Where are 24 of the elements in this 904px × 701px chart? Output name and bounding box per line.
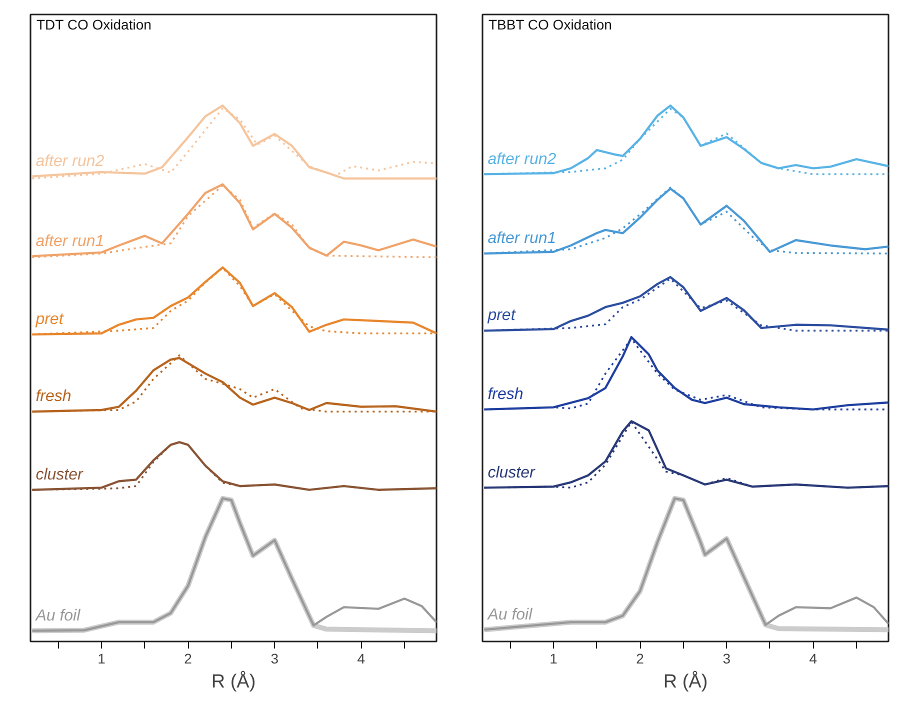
series-label: cluster [36, 466, 84, 484]
series-label: after run2 [36, 152, 104, 170]
series-label: after run1 [36, 232, 104, 250]
x-tick-label: 1 [550, 650, 558, 666]
series-label: after run1 [488, 230, 556, 248]
x-axis-title: R (Å) [663, 670, 708, 692]
x-tick-label: 4 [809, 650, 818, 666]
x-axis-title: R (Å) [211, 670, 256, 692]
series-label: pret [486, 307, 516, 324]
chart-title: TBBT CO Oxidation [488, 16, 612, 32]
series-label: cluster [488, 464, 536, 482]
series-label: Au foil [486, 606, 533, 624]
series-label: Au foil [34, 607, 81, 624]
series-label: after run2 [488, 150, 556, 168]
x-tick-label: 4 [357, 650, 366, 666]
series-label: pret [34, 311, 64, 328]
x-tick-label: 3 [722, 650, 731, 666]
series-label: fresh [488, 386, 524, 404]
chart-title: TDT CO Oxidation [36, 16, 152, 32]
x-tick-label: 1 [98, 650, 106, 666]
x-tick-label: 2 [636, 650, 644, 666]
x-tick-label: 2 [184, 650, 192, 666]
series-label: fresh [36, 388, 72, 406]
x-tick-label: 3 [270, 650, 279, 666]
